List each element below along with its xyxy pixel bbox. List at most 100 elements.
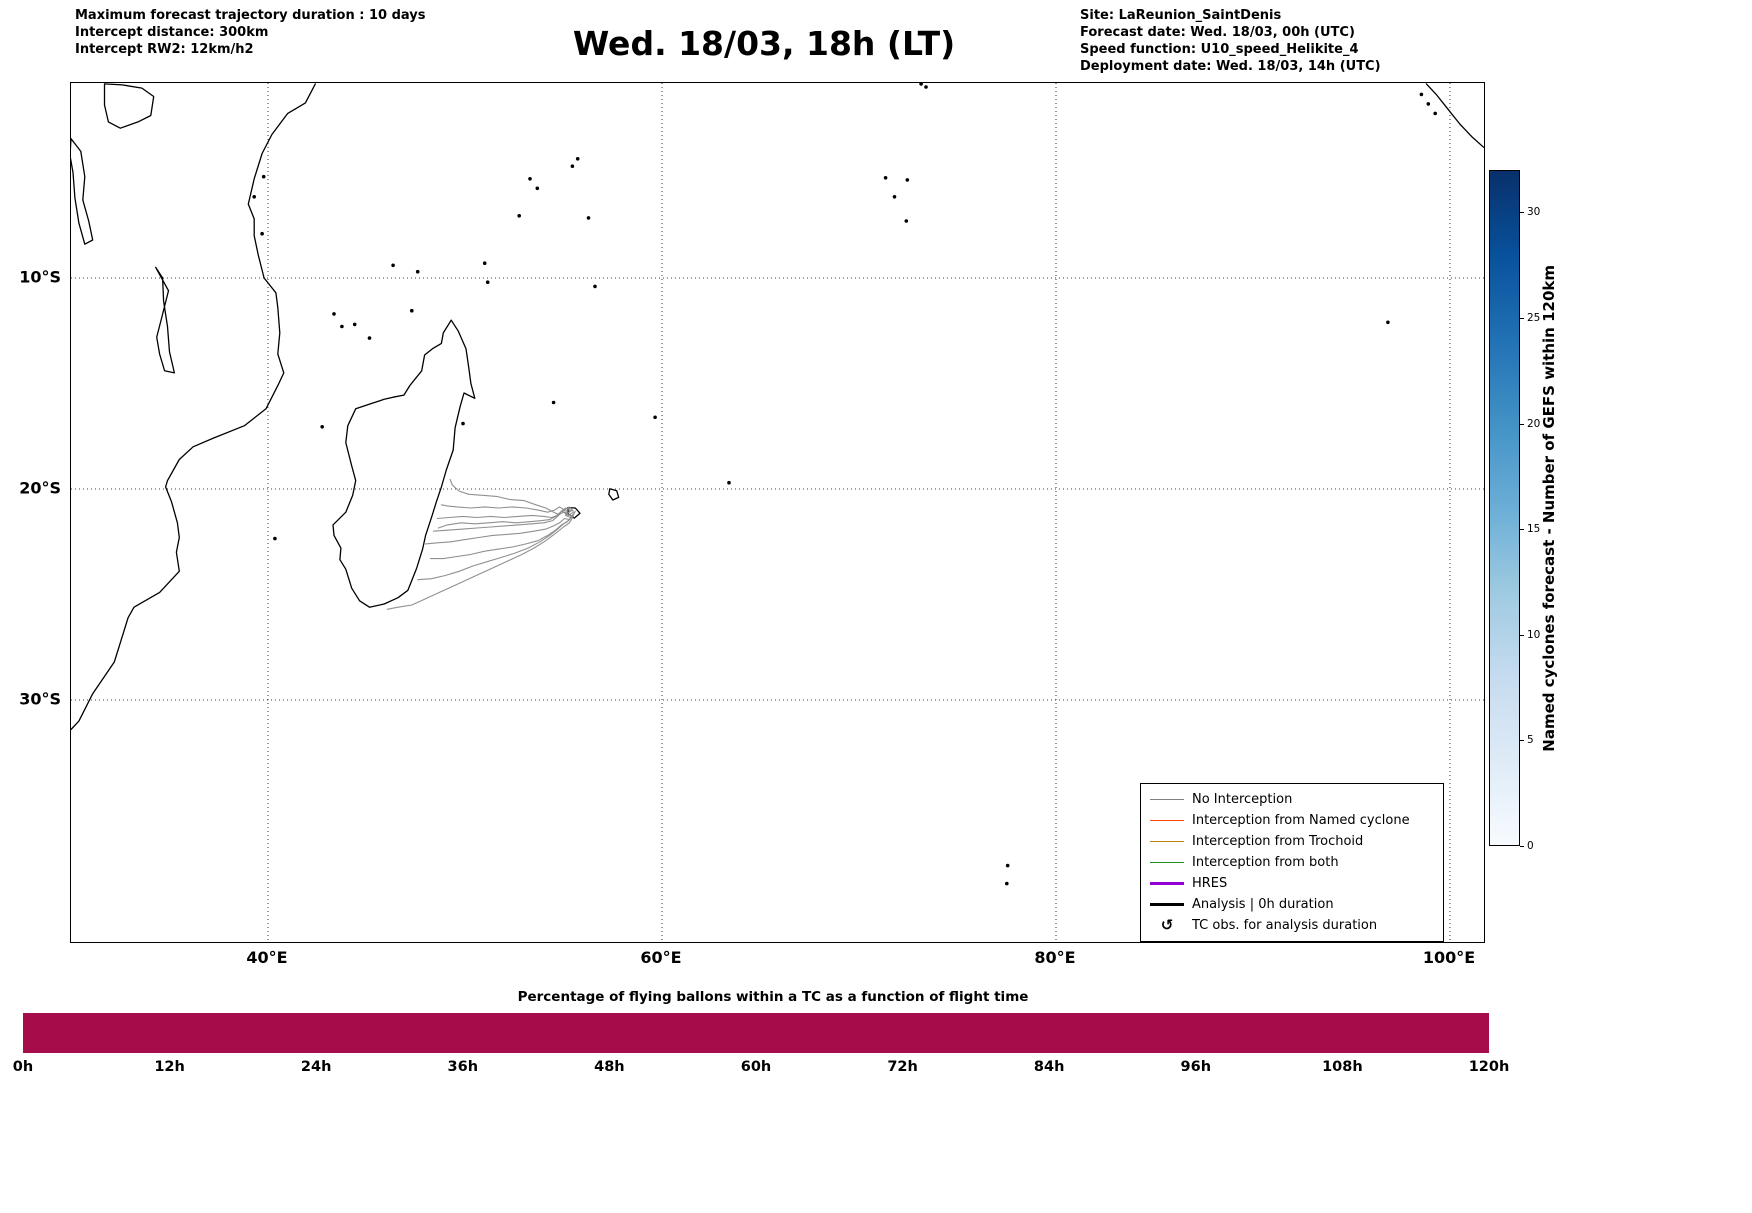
x-axis-tick-label: 100°E [1422,948,1476,967]
island-dot [892,195,897,199]
legend-item: Analysis | 0h duration [1150,894,1434,915]
balloon-trajectory [417,514,574,581]
coastline [1425,83,1484,148]
legend-line [1150,820,1184,821]
legend-line-sample [1150,903,1184,906]
bottom-x-tick-label: 72h [887,1059,918,1075]
island-dot [320,425,324,429]
x-axis-tick-label: 60°E [640,948,682,967]
legend-item: HRES [1150,873,1434,894]
legend-item-label: No Interception [1192,792,1293,807]
island-dot [905,178,910,182]
bottom-x-tick-label: 48h [594,1059,625,1075]
colorbar-tick-label: 30 [1527,206,1541,219]
island-dot [367,336,372,340]
colorbar-tick-mark [1520,846,1524,847]
bottom-x-tick-label: 12h [154,1059,185,1075]
island-dot [517,214,521,218]
y-axis-tick-label: 20°S [19,478,61,498]
figure-title: Wed. 18/03, 18h (LT) [572,24,956,63]
balloon-trajectory [437,507,576,529]
coastline [155,266,176,374]
legend-item-label: TC obs. for analysis duration [1192,918,1378,933]
island-dot [1426,102,1431,106]
bottom-x-tick-label: 0h [12,1059,34,1075]
header-right-line: Site: LaReunion_SaintDenis [1080,8,1282,23]
map-svg [71,83,1484,942]
map-canvas [70,82,1485,943]
bottom-x-tick-label: 84h [1033,1059,1065,1075]
legend-line [1150,799,1184,800]
island-dot [528,177,532,181]
tc-obs-symbol-icon: ↺ [1150,918,1184,933]
island-dot [340,324,344,329]
colorbar-tick-label: 5 [1527,734,1534,747]
legend: No Interception Interception from Named c… [1140,783,1444,942]
island-dot [570,164,575,168]
balloon-trajectory [436,511,574,520]
island-dot [1005,863,1010,868]
island-dot [260,231,264,236]
colorbar-tick-mark [1520,317,1524,319]
coastline [332,319,476,608]
colorbar-label-wrap: Named cyclones forecast - Number of GEFS… [1540,170,1558,846]
island-dot [1419,92,1424,97]
legend-item-label: HRES [1192,876,1228,891]
legend-line [1150,841,1184,842]
bottom-x-tick-label: 36h [447,1059,479,1075]
balloon-trajectory [449,478,573,515]
header-left-line: Intercept distance: 300km [75,25,269,40]
legend-item-label: Analysis | 0h duration [1192,897,1334,912]
coastline [608,488,620,501]
island-dot [273,536,277,541]
bottom-chart-bar [23,1013,1489,1053]
colorbar-tick-label: 0 [1527,840,1534,852]
island-dot [727,480,731,485]
x-axis-tick-label: 40°E [246,948,288,967]
legend-item: No Interception [1150,789,1434,810]
island-dot [461,421,465,426]
island-dot [391,263,395,268]
legend-line [1150,862,1184,863]
colorbar-tick-label: 25 [1527,311,1541,324]
island-dot [593,284,597,289]
balloon-trajectory [429,515,573,560]
island-dot [904,219,909,223]
legend-line-sample [1150,882,1184,885]
legend-item: Interception from Trochoid [1150,831,1434,852]
bottom-x-tick-label: 108h [1322,1059,1363,1075]
island-dot [482,261,487,265]
legend-line-sample [1150,841,1184,842]
colorbar-tick-mark [1520,423,1524,425]
balloon-trajectory [386,515,574,610]
colorbar-tick-mark [1520,634,1524,636]
coastline [103,83,155,129]
balloon-trajectory [432,509,575,532]
colorbar-tick-mark [1520,740,1524,742]
island-dot [883,176,888,180]
island-dot [1386,320,1390,325]
y-axis-tick-label: 30°S [19,689,61,709]
island-dot [535,186,540,191]
island-dot [410,308,414,313]
island-dot [586,216,591,220]
legend-item-label: Interception from both [1192,855,1339,870]
header-left-line: Intercept RW2: 12km/h2 [75,42,254,57]
legend-line-sample [1150,820,1184,821]
island-dot [575,157,580,161]
legend-line-sample [1150,862,1184,863]
island-dot [551,400,556,405]
legend-item: Interception from both [1150,852,1434,873]
colorbar-tick-mark [1520,212,1524,214]
legend-item: Interception from Named cyclone [1150,810,1434,831]
header-left-block: Maximum forecast trajectory duration : 1… [75,7,426,58]
legend-item: ↺ TC obs. for analysis duration [1150,915,1434,936]
bottom-x-tick-label: 120h [1468,1059,1510,1075]
island-dot [919,83,923,86]
legend-line [1150,903,1184,906]
colorbar-tick-label: 10 [1527,628,1541,641]
x-axis-tick-label: 80°E [1034,948,1076,967]
island-dot [1005,881,1009,886]
header-right-line: Deployment date: Wed. 18/03, 14h (UTC) [1080,59,1381,74]
